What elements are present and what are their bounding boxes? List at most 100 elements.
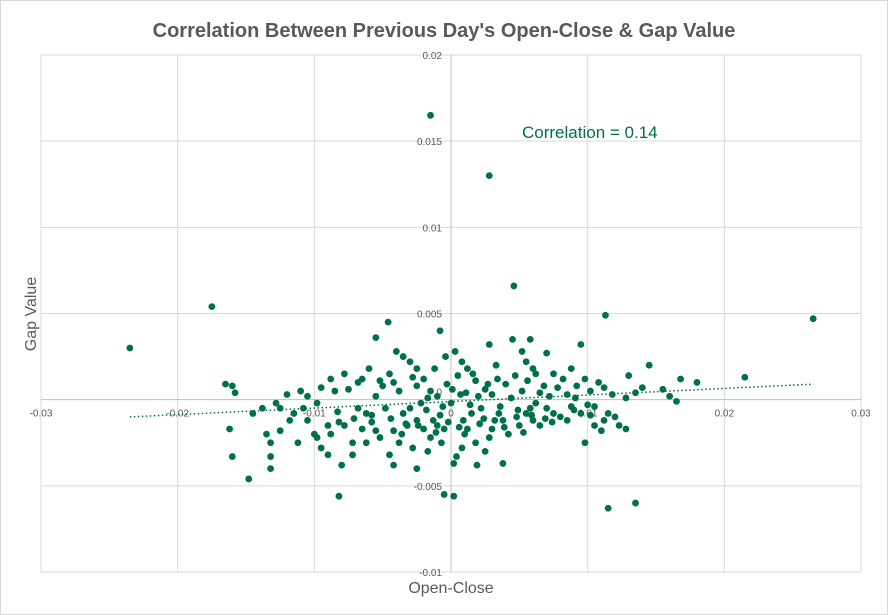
data-point xyxy=(349,439,356,447)
data-points xyxy=(126,111,817,512)
data-point xyxy=(358,375,366,383)
data-point xyxy=(481,385,489,393)
data-point xyxy=(461,430,469,438)
data-point xyxy=(632,499,639,507)
data-point xyxy=(398,430,406,438)
data-point xyxy=(550,370,557,378)
data-point xyxy=(390,461,397,469)
x-tick-label: 0 xyxy=(448,409,454,420)
data-point xyxy=(474,392,482,400)
data-point xyxy=(458,444,466,452)
data-point xyxy=(362,410,370,417)
data-point xyxy=(427,111,434,119)
data-point xyxy=(541,415,549,423)
data-point xyxy=(406,358,414,366)
data-point xyxy=(581,439,589,447)
data-point xyxy=(485,434,493,441)
data-point xyxy=(259,404,266,412)
data-point xyxy=(228,382,236,390)
data-point xyxy=(432,429,440,436)
data-point xyxy=(249,410,257,417)
data-point xyxy=(499,416,507,424)
data-point xyxy=(481,447,489,455)
data-point xyxy=(304,392,311,400)
data-point xyxy=(372,392,380,400)
data-point xyxy=(496,403,504,410)
data-point xyxy=(345,385,352,393)
data-point xyxy=(436,327,444,335)
data-point xyxy=(604,504,612,512)
data-point xyxy=(485,341,493,348)
data-point xyxy=(376,434,384,441)
data-point xyxy=(466,401,474,409)
data-point xyxy=(338,461,346,469)
data-point xyxy=(420,425,428,433)
data-point xyxy=(522,358,530,366)
data-point xyxy=(584,401,592,409)
data-point xyxy=(518,348,526,355)
data-point xyxy=(459,416,467,424)
data-point xyxy=(532,370,540,378)
data-point xyxy=(335,418,343,426)
data-point xyxy=(438,439,445,447)
data-point xyxy=(571,394,579,402)
data-point xyxy=(625,372,633,379)
data-point xyxy=(384,318,392,326)
data-point xyxy=(511,372,519,379)
y-tick-label: 0.015 xyxy=(417,137,442,148)
data-point xyxy=(331,387,339,395)
data-point xyxy=(591,403,598,410)
data-point xyxy=(414,422,422,429)
data-point xyxy=(297,387,305,395)
data-point xyxy=(499,460,507,467)
data-point xyxy=(267,439,274,447)
data-point xyxy=(510,282,518,290)
data-point xyxy=(402,420,410,428)
data-point xyxy=(591,422,598,429)
data-point xyxy=(327,375,335,383)
data-point xyxy=(300,404,307,412)
data-point xyxy=(563,391,571,398)
data-point xyxy=(451,348,459,355)
data-point xyxy=(536,422,544,429)
data-point xyxy=(443,380,451,388)
data-point xyxy=(382,404,389,412)
data-point xyxy=(387,415,395,423)
data-point xyxy=(327,430,335,438)
data-point xyxy=(313,434,321,441)
data-point xyxy=(587,387,594,395)
data-point xyxy=(577,410,585,417)
data-point xyxy=(424,447,432,455)
data-point xyxy=(476,420,484,428)
data-point xyxy=(372,334,380,342)
data-point xyxy=(442,353,449,360)
data-point xyxy=(473,461,481,469)
data-point xyxy=(424,394,432,402)
data-point xyxy=(276,427,284,435)
data-point xyxy=(809,315,817,323)
data-point xyxy=(550,410,557,417)
data-point xyxy=(362,439,370,447)
data-point xyxy=(354,404,362,412)
data-point xyxy=(536,389,544,397)
data-point xyxy=(488,391,496,398)
y-tick-label: 0.02 xyxy=(423,51,443,62)
data-point xyxy=(556,413,564,421)
data-point xyxy=(276,404,284,412)
data-point xyxy=(522,410,530,417)
data-point xyxy=(395,387,403,395)
data-point xyxy=(409,373,417,381)
data-point xyxy=(341,422,348,429)
data-point xyxy=(597,427,605,435)
tick-labels: -0.03-0.02-0.0100.010.020.03-0.01-0.0050… xyxy=(30,51,872,579)
data-point xyxy=(581,375,589,383)
data-point xyxy=(427,387,434,395)
data-point xyxy=(313,399,321,407)
data-point xyxy=(399,410,407,417)
data-point xyxy=(294,439,302,447)
data-point xyxy=(286,416,294,424)
gridlines xyxy=(40,54,862,573)
data-point xyxy=(526,335,534,343)
data-point xyxy=(529,365,537,373)
data-point xyxy=(304,416,311,424)
